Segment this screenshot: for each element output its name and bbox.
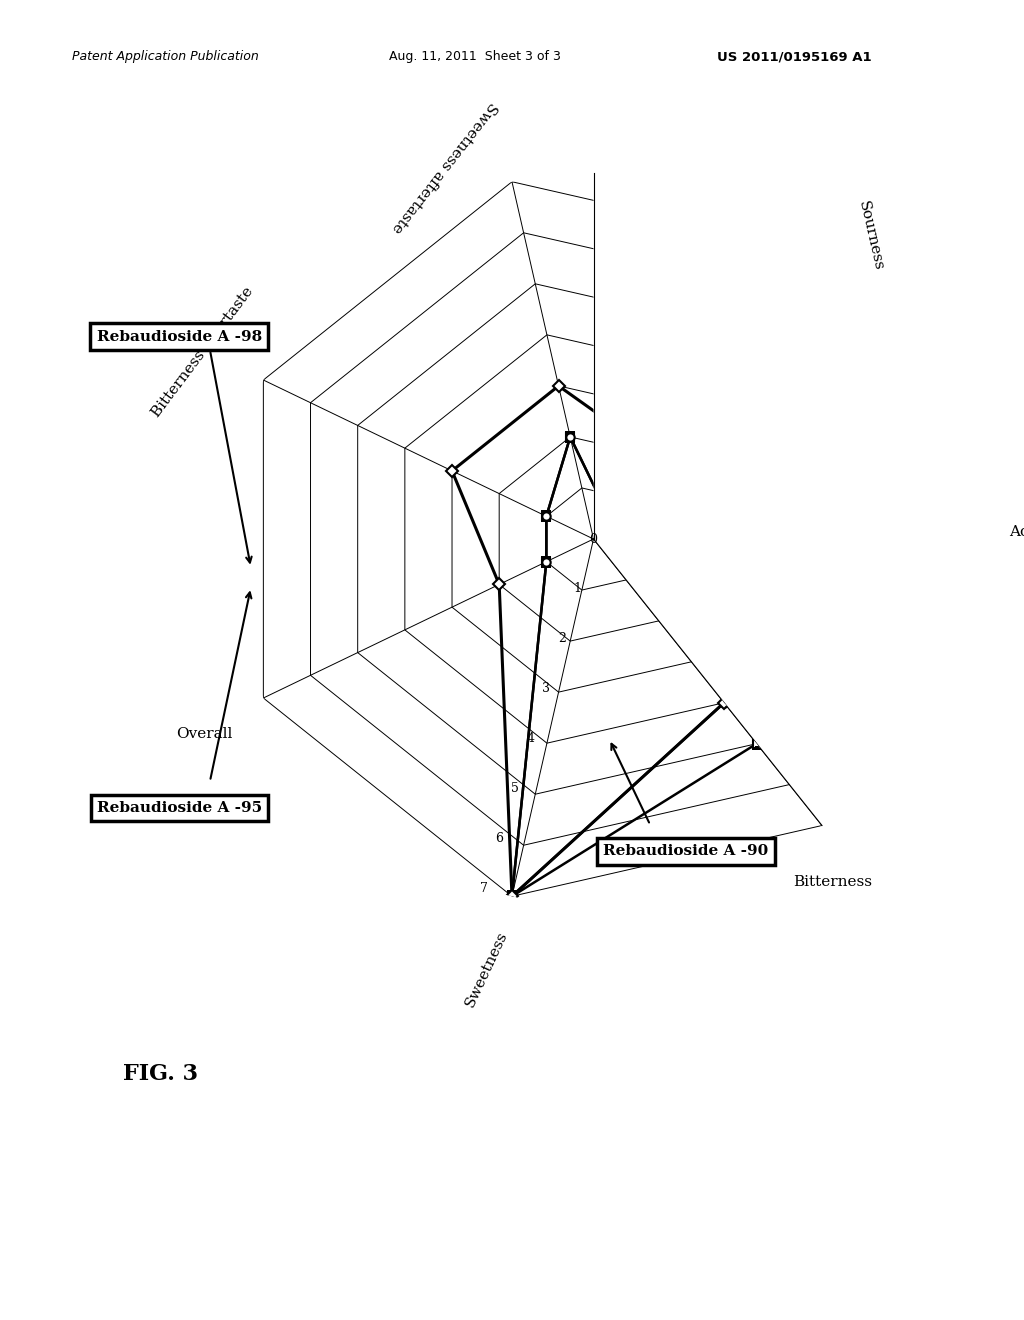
- Text: Bitterness aftertaste: Bitterness aftertaste: [150, 285, 256, 420]
- Text: Sweetness aftertaste: Sweetness aftertaste: [389, 99, 500, 235]
- Text: Sweetness: Sweetness: [463, 929, 510, 1010]
- Text: 3: 3: [543, 682, 551, 696]
- Text: 5: 5: [511, 783, 519, 795]
- Text: Rebaudioside A -90: Rebaudioside A -90: [603, 845, 769, 858]
- Text: Rebaudioside A -98: Rebaudioside A -98: [96, 330, 262, 343]
- Text: Bitterness: Bitterness: [794, 875, 872, 888]
- Text: US 2011/0195169 A1: US 2011/0195169 A1: [717, 50, 871, 63]
- Text: FIG. 3: FIG. 3: [123, 1063, 198, 1085]
- Text: Patent Application Publication: Patent Application Publication: [72, 50, 258, 63]
- Text: 2: 2: [558, 632, 566, 645]
- Text: Acuity: Acuity: [1009, 525, 1024, 539]
- Text: Rebaudioside A -95: Rebaudioside A -95: [96, 801, 262, 814]
- Text: Overall: Overall: [176, 726, 232, 741]
- Text: Aug. 11, 2011  Sheet 3 of 3: Aug. 11, 2011 Sheet 3 of 3: [389, 50, 561, 63]
- Text: 0: 0: [590, 532, 598, 545]
- Text: Sourness: Sourness: [856, 199, 886, 272]
- Text: 1: 1: [573, 582, 582, 595]
- Text: 4: 4: [526, 733, 535, 746]
- Text: 7: 7: [480, 882, 487, 895]
- Text: 6: 6: [496, 832, 504, 845]
